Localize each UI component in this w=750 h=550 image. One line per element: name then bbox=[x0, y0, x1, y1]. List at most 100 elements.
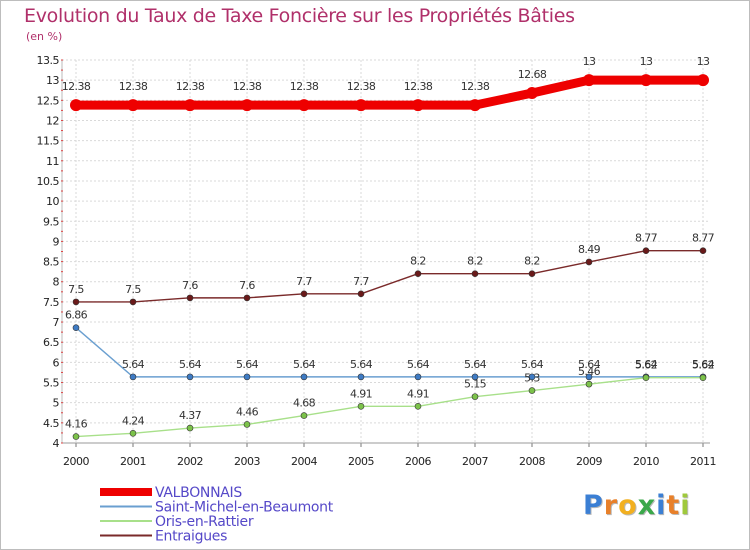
data-point bbox=[699, 374, 707, 381]
data-point bbox=[298, 99, 310, 112]
data-point bbox=[528, 387, 536, 394]
legend-label: Saint-Michel-en-Beaumont bbox=[155, 500, 334, 516]
y-tick-label: 4 bbox=[53, 437, 60, 450]
series-line-valbonnais bbox=[71, 75, 708, 110]
data-label: 6.86 bbox=[65, 309, 88, 322]
data-label: 4.24 bbox=[122, 414, 145, 427]
y-tick-label: 6 bbox=[53, 356, 60, 369]
data-label: 5.64 bbox=[122, 358, 145, 371]
data-point bbox=[186, 294, 194, 302]
data-label: 8.77 bbox=[635, 232, 658, 245]
x-tick-label: 2006 bbox=[405, 455, 431, 468]
data-point bbox=[528, 373, 536, 381]
grid-layer bbox=[62, 59, 710, 444]
data-point bbox=[72, 324, 80, 331]
data-label: 7.5 bbox=[125, 283, 141, 296]
y-tick-label: 9 bbox=[53, 235, 60, 248]
data-point bbox=[412, 99, 424, 112]
y-tick-label: 6.5 bbox=[43, 336, 59, 349]
data-label: 7.7 bbox=[353, 275, 369, 288]
data-label: 5.64 bbox=[464, 358, 487, 371]
x-tick-label: 2011 bbox=[690, 455, 716, 468]
data-label: 4.37 bbox=[179, 409, 202, 422]
data-point bbox=[186, 424, 194, 432]
x-tick-label: 2005 bbox=[348, 455, 374, 468]
data-point bbox=[469, 99, 481, 112]
logo-letter: x bbox=[637, 490, 657, 521]
y-tick-label: 11.5 bbox=[37, 135, 60, 148]
data-label: 12.68 bbox=[518, 68, 547, 81]
data-point bbox=[300, 373, 308, 381]
data-label-layer: 12.38 12.38 12.38 12.38 12.38 12.38 12.38 12.38… bbox=[62, 55, 715, 430]
data-point bbox=[528, 270, 536, 277]
data-label: 5.64 bbox=[521, 358, 544, 371]
y-tick-label: 12.5 bbox=[37, 94, 60, 107]
proxiti-logo: Proxiti bbox=[583, 490, 691, 521]
x-tick-label: 2008 bbox=[519, 455, 545, 468]
data-label: 7.5 bbox=[68, 283, 84, 296]
y-tick-label: 13.5 bbox=[37, 54, 60, 67]
data-point bbox=[186, 373, 194, 381]
y-tick-label: 10.5 bbox=[37, 175, 60, 188]
data-label: 12.38 bbox=[404, 80, 433, 93]
logo-letter: t bbox=[666, 490, 681, 521]
data-point bbox=[585, 258, 593, 266]
y-tick-label: 13 bbox=[46, 74, 59, 87]
data-label: 5.64 bbox=[407, 358, 430, 371]
data-label: 5.64 bbox=[236, 358, 259, 371]
y-tick-label: 8 bbox=[53, 276, 60, 289]
data-point bbox=[127, 99, 139, 112]
data-point bbox=[585, 373, 593, 381]
chart-title: Evolution du Taux de Taxe Foncière sur l… bbox=[24, 5, 575, 27]
data-label: 8.77 bbox=[692, 232, 715, 245]
data-point bbox=[357, 290, 365, 298]
legend: VALBONNAISSaint-Michel-en-BeaumontOris-e… bbox=[100, 485, 334, 545]
data-label: 5.64 bbox=[692, 358, 715, 371]
y-tick-label: 11 bbox=[46, 155, 59, 168]
data-label: 12.38 bbox=[62, 80, 91, 93]
data-label: 5.62 bbox=[635, 359, 657, 372]
data-label: 13 bbox=[697, 55, 710, 68]
data-point bbox=[357, 403, 365, 410]
legend-label: Entraigues bbox=[155, 529, 227, 545]
data-label: 13 bbox=[583, 55, 596, 68]
data-label: 5.46 bbox=[578, 365, 601, 378]
data-point bbox=[357, 373, 365, 381]
y-tick-label: 7 bbox=[53, 316, 60, 329]
y-tick-label: 10 bbox=[46, 195, 59, 208]
data-point bbox=[699, 247, 707, 254]
legend-label: VALBONNAIS bbox=[155, 485, 242, 501]
x-tick-label: 2007 bbox=[462, 455, 488, 468]
y-tick-label: 9.5 bbox=[43, 215, 59, 228]
data-point bbox=[526, 87, 538, 100]
x-tick-label: 2000 bbox=[63, 455, 89, 468]
data-point bbox=[243, 373, 251, 381]
data-label: 12.38 bbox=[347, 80, 376, 93]
data-point bbox=[583, 74, 595, 87]
data-point bbox=[414, 270, 422, 277]
x-tick-label: 2002 bbox=[177, 455, 203, 468]
data-label: 8.2 bbox=[410, 255, 426, 268]
logo-letter: r bbox=[603, 490, 619, 521]
data-point bbox=[72, 298, 80, 306]
data-label: 12.38 bbox=[233, 80, 262, 93]
x-tick-label: 2003 bbox=[234, 455, 260, 468]
data-point bbox=[241, 99, 253, 112]
data-point bbox=[72, 433, 80, 440]
x-tick-label: 2010 bbox=[633, 455, 659, 468]
data-label: 12.38 bbox=[119, 80, 148, 93]
y-tick-label: 5.5 bbox=[43, 377, 59, 390]
data-label: 7.6 bbox=[239, 279, 255, 292]
data-label: 5.64 bbox=[635, 358, 658, 371]
series-line-saint-michel-en-beaumont bbox=[75, 326, 704, 378]
data-point bbox=[184, 99, 196, 112]
series-line-oris-en-rattier bbox=[75, 376, 704, 438]
data-point bbox=[300, 412, 308, 419]
logo-letter: i bbox=[680, 490, 691, 521]
series-layer bbox=[70, 74, 709, 440]
data-label: 5.62 bbox=[692, 359, 714, 372]
data-point bbox=[129, 430, 137, 437]
data-label: 8.49 bbox=[578, 243, 601, 256]
